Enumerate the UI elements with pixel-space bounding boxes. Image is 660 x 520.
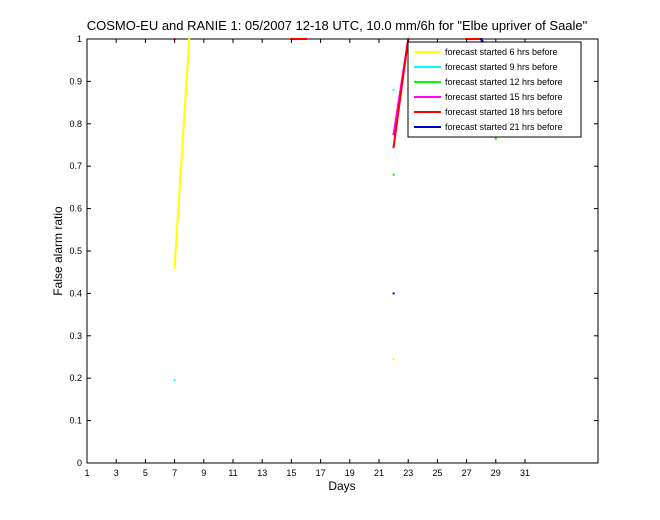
y-tick-label: 0.3 <box>69 331 82 341</box>
series-line-segment <box>392 38 410 149</box>
y-tick-label: 0.2 <box>69 373 82 383</box>
x-tick-label: 5 <box>143 468 148 478</box>
data-point <box>392 133 395 136</box>
x-tick-label: 15 <box>286 468 296 478</box>
legend-item: forecast started 18 hrs before <box>414 107 563 117</box>
legend-label: forecast started 15 hrs before <box>445 92 563 102</box>
legend-label: forecast started 18 hrs before <box>445 107 563 117</box>
data-point <box>392 146 395 149</box>
y-axis: 0 0.1 0.2 0.3 0.4 0.5 0.6 0.7 0.8 0.9 1 <box>69 34 598 468</box>
y-tick-label: 0 <box>77 458 82 468</box>
x-tick-label: 7 <box>172 468 177 478</box>
y-tick-label: 0.8 <box>69 119 82 129</box>
legend-label: forecast started 21 hrs before <box>445 122 563 132</box>
y-tick-label: 0.4 <box>69 288 82 298</box>
legend-item: forecast started 12 hrs before <box>414 77 563 87</box>
y-tick-label: 0.1 <box>69 416 82 426</box>
x-tick-label: 17 <box>316 468 326 478</box>
data-point <box>480 38 483 40</box>
data-point <box>173 266 176 269</box>
legend-item: forecast started 6 hrs before <box>414 47 558 57</box>
y-tick-label: 0.6 <box>69 204 82 214</box>
x-tick-label: 31 <box>520 468 530 478</box>
y-axis-label: False alarm ratio <box>51 206 65 296</box>
x-axis: 1 3 5 7 9 11 13 15 17 19 21 23 25 27 29 31 <box>84 39 530 478</box>
data-point <box>392 173 395 176</box>
x-tick-label: 19 <box>345 468 355 478</box>
legend-box <box>407 41 582 138</box>
x-tick-label: 27 <box>462 468 472 478</box>
x-tick-label: 9 <box>201 468 206 478</box>
y-tick-label: 0.5 <box>69 246 82 256</box>
y-tick-label: 1 <box>77 34 82 44</box>
x-tick-label: 29 <box>491 468 501 478</box>
data-point <box>392 358 395 361</box>
x-axis-label: Days <box>328 479 355 493</box>
x-tick-label: 1 <box>84 468 89 478</box>
legend-item: forecast started 15 hrs before <box>414 92 563 102</box>
legend-label: forecast started 6 hrs before <box>445 47 558 57</box>
data-point <box>392 292 395 295</box>
y-tick-label: 0.7 <box>69 161 82 171</box>
data-point <box>305 38 307 40</box>
data-point <box>188 38 191 40</box>
x-tick-label: 11 <box>228 468 237 478</box>
data-point <box>173 379 176 382</box>
data-point <box>392 88 395 91</box>
data-point <box>494 137 497 140</box>
legend-label: forecast started 9 hrs before <box>445 62 558 72</box>
legend-item: forecast started 9 hrs before <box>414 62 558 72</box>
x-tick-label: 25 <box>432 468 442 478</box>
legend: forecast started 6 hrs before forecast st… <box>407 41 582 138</box>
x-tick-label: 23 <box>403 468 413 478</box>
legend-label: forecast started 12 hrs before <box>445 77 563 87</box>
x-tick-label: 13 <box>257 468 267 478</box>
y-tick-label: 0.9 <box>69 76 82 86</box>
legend-item: forecast started 21 hrs before <box>414 122 563 132</box>
x-tick-label: 21 <box>374 468 384 478</box>
series-line-segment <box>173 38 191 269</box>
x-tick-label: 3 <box>114 468 119 478</box>
chart-title: COSMO-EU and RANIE 1: 05/2007 12-18 UTC,… <box>87 18 588 33</box>
